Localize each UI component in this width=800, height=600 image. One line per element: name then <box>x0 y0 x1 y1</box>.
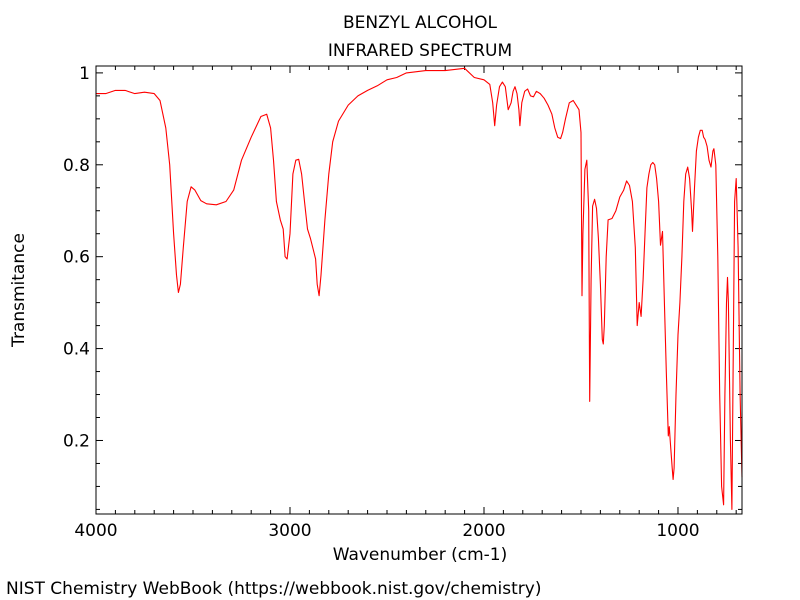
x-axis-ticks: 4000 3000 2000 1000 <box>74 66 737 541</box>
spectrum-series-line <box>96 67 743 510</box>
chart-title: BENZYL ALCOHOL <box>343 13 498 33</box>
y-tick-label: 0.8 <box>63 156 90 176</box>
x-tick-label: 4000 <box>74 521 117 541</box>
x-axis-label: Wavenumber (cm-1) <box>333 545 508 565</box>
y-tick-label: 0.2 <box>63 431 90 451</box>
x-tick-label: 3000 <box>268 521 311 541</box>
plot-frame <box>95 65 743 515</box>
y-tick-label: 0.4 <box>63 340 90 360</box>
chart-subtitle: INFRARED SPECTRUM <box>328 41 512 61</box>
x-tick-label: 1000 <box>656 521 699 541</box>
y-axis-ticks: 0.2 0.4 0.6 0.8 1 <box>63 64 742 510</box>
y-axis-label: Transmitance <box>9 233 29 348</box>
source-credit: NIST Chemistry WebBook (https://webbook.… <box>6 579 541 599</box>
y-tick-label: 1 <box>79 64 90 84</box>
y-tick-label: 0.6 <box>63 248 90 268</box>
x-tick-label: 2000 <box>462 521 505 541</box>
